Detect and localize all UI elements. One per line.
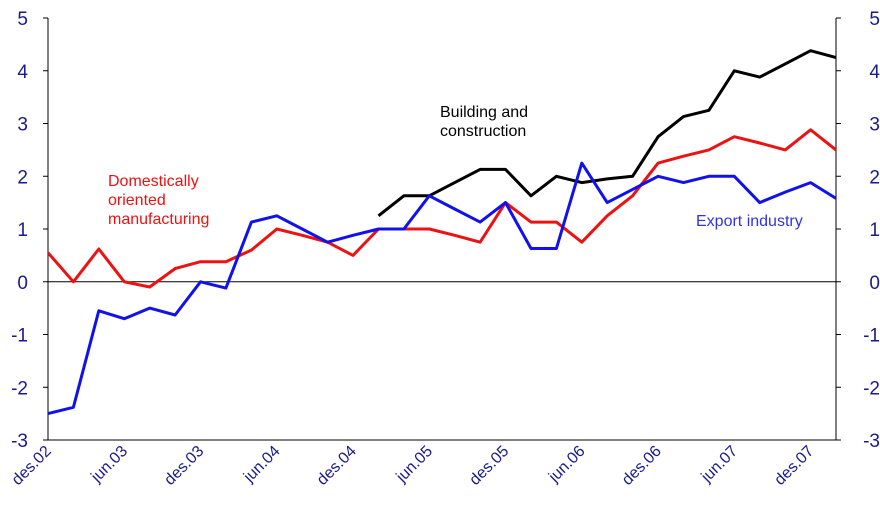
series-line	[377, 49, 837, 217]
y-tick-label: 0	[17, 273, 28, 294]
x-tick-label: des.03	[161, 443, 207, 489]
series-label: Domestically oriented manufacturing	[108, 173, 210, 228]
x-tick-label: jun.03	[88, 443, 132, 487]
x-tick-label: des.04	[314, 443, 360, 489]
y2-tick-label: -1	[863, 326, 880, 347]
y2-tick-label: 0	[869, 273, 880, 294]
y-tick-label: 1	[17, 220, 28, 241]
y2-tick-label: 3	[869, 115, 880, 136]
x-tick-label: des.05	[466, 443, 512, 489]
y2-tick-label: -2	[863, 378, 880, 399]
y-tick-label: 3	[17, 115, 28, 136]
y2-tick-label: 2	[869, 167, 880, 188]
y2-tick-label: 1	[869, 220, 880, 241]
y-tick-label: 4	[17, 62, 28, 83]
series-line	[47, 161, 837, 416]
y-tick-label: 5	[17, 9, 28, 30]
x-tick-label: jun.05	[393, 443, 437, 487]
y2-tick-label: 5	[869, 9, 880, 30]
x-tick-label: jun.04	[240, 443, 284, 487]
x-tick-label: jun.06	[545, 443, 589, 487]
x-tick-label: des.07	[771, 443, 817, 489]
series-label: Export industry	[696, 213, 803, 230]
y-tick-label: -3	[11, 431, 28, 452]
y2-tick-label: -3	[863, 431, 880, 452]
y-tick-label: -1	[11, 326, 28, 347]
series-line	[46, 128, 837, 289]
x-tick-label: jun.07	[698, 443, 742, 487]
x-tick-label: des.06	[619, 443, 665, 489]
y-tick-label: 2	[17, 167, 28, 188]
series-label: Building and construction	[440, 104, 529, 140]
y2-tick-label: 4	[869, 62, 880, 83]
y-tick-label: -2	[11, 378, 28, 399]
